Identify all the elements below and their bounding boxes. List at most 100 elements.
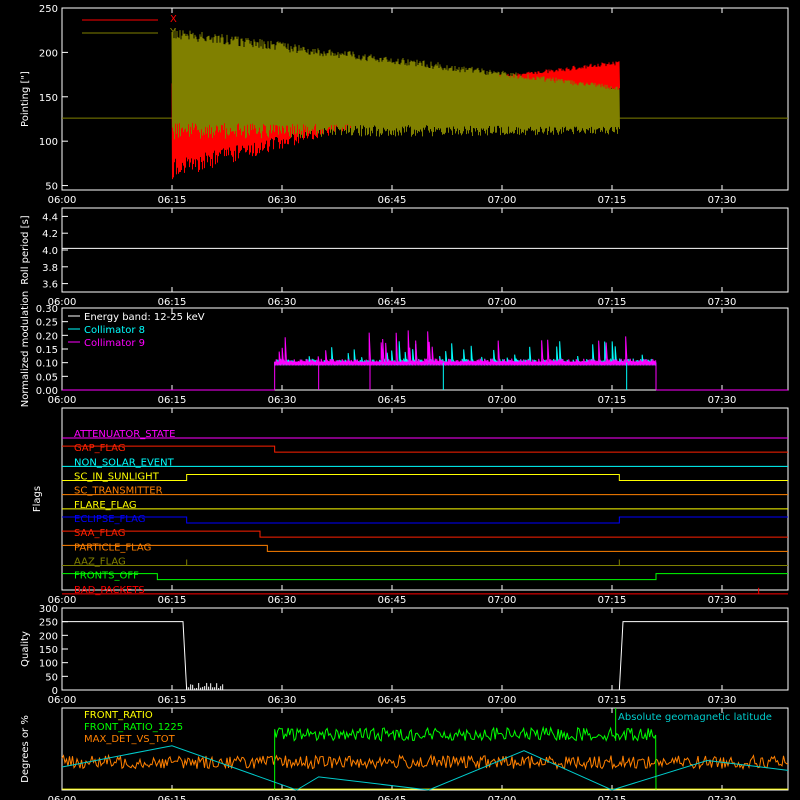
y-tick-label: 4.0 <box>42 246 58 257</box>
x-tick-label: 07:30 <box>708 795 737 800</box>
x-tick-label: 06:30 <box>268 795 297 800</box>
flag-label: FLARE_FLAG <box>74 500 137 511</box>
y-tick-label: 3.6 <box>42 280 58 291</box>
y-tick-label: 250 <box>39 618 58 629</box>
x-tick-label: 07:15 <box>598 297 627 308</box>
x-tick-label: 07:15 <box>598 395 627 406</box>
flag-line <box>62 573 788 581</box>
x-tick-label: 06:00 <box>48 695 77 706</box>
x-tick-label: 07:00 <box>488 595 517 606</box>
y-tick-label: 50 <box>45 672 58 683</box>
y-tick-label: 200 <box>39 48 58 59</box>
max-det-line <box>61 753 789 771</box>
y-tick-label: 0 <box>52 686 58 697</box>
x-tick-label: 07:00 <box>488 297 517 308</box>
x-tick-label: 06:45 <box>378 595 407 606</box>
x-tick-label: 06:15 <box>158 595 187 606</box>
x-tick-label: 07:30 <box>708 395 737 406</box>
flag-label: SC_IN_SUNLIGHT <box>74 472 160 483</box>
legend-max-det: MAX_DET_VS_TOT <box>84 734 176 745</box>
panel-frame <box>61 607 789 691</box>
x-tick-label: 07:30 <box>708 297 737 308</box>
x-tick-label: 07:00 <box>488 395 517 406</box>
y-tick-label: 100 <box>39 659 58 670</box>
y-axis-label: Pointing ["] <box>20 71 31 127</box>
panel-frame <box>61 407 789 591</box>
legend-energy-label: Energy band: 12-25 keV <box>84 312 205 323</box>
flag-label: ATTENUATOR_STATE <box>74 429 175 440</box>
y-tick-label: 200 <box>39 631 58 642</box>
y-tick-label: 3.8 <box>42 263 58 274</box>
y-tick-label: 150 <box>39 645 58 656</box>
y-tick-label: 0.15 <box>36 345 58 356</box>
flag-label: GAP_FLAG <box>74 443 126 454</box>
flag-label: FRONTS_OFF <box>74 571 139 582</box>
x-tick-label: 06:15 <box>158 695 187 706</box>
x-tick-label: 07:30 <box>708 595 737 606</box>
panel-frame <box>61 207 789 293</box>
y-tick-label: 250 <box>39 4 58 15</box>
x-tick-label: 07:30 <box>708 695 737 706</box>
x-tick-label: 06:30 <box>268 395 297 406</box>
x-tick-label: 06:00 <box>48 195 77 206</box>
x-tick-label: 06:30 <box>268 595 297 606</box>
y-tick-label: 0.10 <box>36 359 58 370</box>
x-tick-label: 06:45 <box>378 297 407 308</box>
x-tick-label: 07:15 <box>598 195 627 206</box>
flag-label: BAD_PACKETS <box>74 585 145 596</box>
x-tick-label: 07:15 <box>598 795 627 800</box>
y-tick-label: 150 <box>39 93 58 104</box>
y-axis-label: Degrees or % <box>20 715 31 783</box>
x-tick-label: 06:45 <box>378 395 407 406</box>
flag-label: AAZ_FLAG <box>74 557 126 568</box>
y-tick-label: 0.00 <box>36 386 58 397</box>
legend-front-ratio-1225: FRONT_RATIO_1225 <box>84 722 183 733</box>
x-tick-label: 07:15 <box>598 595 627 606</box>
y-tick-label: 4.4 <box>42 212 58 223</box>
y-axis-label: Flags <box>32 486 43 512</box>
flag-line <box>62 544 788 552</box>
x-tick-label: 06:30 <box>268 695 297 706</box>
flag-line <box>62 445 788 453</box>
x-tick-label: 06:00 <box>48 297 77 308</box>
y-tick-label: 0.25 <box>36 318 58 329</box>
flag-line <box>62 516 788 524</box>
front-ratio-1225-line <box>274 725 657 791</box>
y-tick-label: 4.2 <box>42 229 58 240</box>
legend-coll9-label: Collimator 9 <box>84 338 145 349</box>
panel-frame <box>61 7 789 191</box>
quality-line <box>62 621 788 691</box>
x-tick-label: 06:45 <box>378 195 407 206</box>
flag-label: NON_SOLAR_EVENT <box>74 457 175 468</box>
x-tick-label: 06:15 <box>158 297 187 308</box>
x-tick-label: 07:00 <box>488 195 517 206</box>
legend-geomagnetic-latitude: Absolute geomagnetic latitude <box>618 712 772 723</box>
flag-label: SC_TRANSMITTER <box>74 486 163 497</box>
x-tick-label: 06:00 <box>48 595 77 606</box>
x-tick-label: 06:00 <box>48 395 77 406</box>
y-tick-label: 50 <box>45 182 58 193</box>
y-tick-label: 0.30 <box>36 304 58 315</box>
flag-label: ECLIPSE_FLAG <box>74 514 145 525</box>
y-tick-label: 0.20 <box>36 331 58 342</box>
x-tick-label: 06:30 <box>268 195 297 206</box>
x-tick-label: 06:15 <box>158 395 187 406</box>
x-tick-label: 06:15 <box>158 195 187 206</box>
legend-x-label: X <box>170 14 177 25</box>
y-tick-label: 100 <box>39 137 58 148</box>
y-axis-label: Roll period [s] <box>20 215 31 284</box>
x-tick-label: 07:30 <box>708 195 737 206</box>
flag-label: PARTICLE_FLAG <box>74 542 151 553</box>
flag-label: SAA_FLAG <box>74 528 125 539</box>
legend-coll8-label: Collimator 8 <box>84 325 145 336</box>
geomagnetic-latitude-line <box>61 745 789 791</box>
x-tick-label: 06:15 <box>158 795 187 800</box>
y-axis-label: Normalized modulation <box>20 291 31 408</box>
x-tick-label: 06:30 <box>268 297 297 308</box>
x-tick-label: 06:45 <box>378 795 407 800</box>
y-tick-label: 0.05 <box>36 372 58 383</box>
x-tick-label: 06:45 <box>378 695 407 706</box>
flag-line <box>62 474 788 481</box>
flag-line <box>62 530 788 538</box>
